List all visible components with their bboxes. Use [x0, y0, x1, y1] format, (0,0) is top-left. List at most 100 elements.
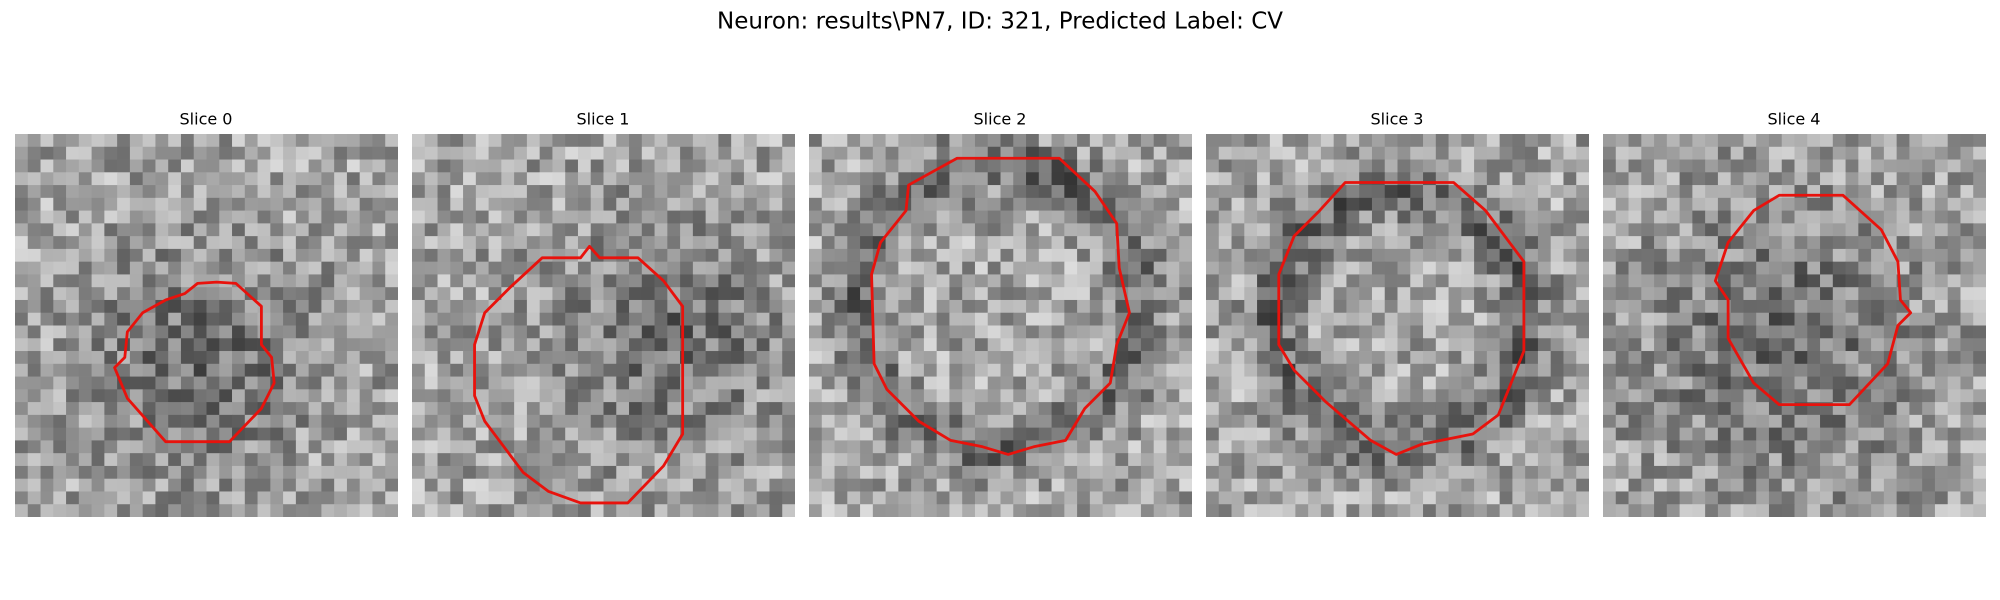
pixel — [1371, 236, 1386, 250]
pixel — [1883, 287, 1898, 301]
pixel — [577, 491, 592, 505]
pixel — [1537, 159, 1552, 173]
pixel — [1563, 185, 1577, 199]
pixel — [488, 236, 502, 250]
pixel — [78, 351, 92, 365]
pixel — [809, 325, 823, 339]
pixel — [769, 134, 783, 148]
pixel — [1013, 465, 1027, 480]
pixel — [104, 197, 118, 211]
pixel — [117, 287, 131, 301]
pixel — [1563, 312, 1577, 326]
pixel — [424, 159, 438, 173]
pixel — [1308, 465, 1322, 480]
pixel — [385, 287, 398, 301]
pixel — [385, 236, 398, 250]
pixel — [1371, 210, 1386, 224]
pixel — [283, 172, 297, 186]
pixel — [1525, 172, 1539, 186]
pixel — [412, 236, 426, 250]
pixel — [654, 261, 668, 275]
pixel — [1295, 414, 1309, 429]
pixel — [1615, 338, 1629, 352]
pixel — [1179, 185, 1192, 199]
pixel — [53, 185, 67, 199]
pixel — [91, 389, 105, 403]
pixel — [1654, 465, 1668, 480]
pixel — [1026, 248, 1040, 263]
pixel — [1934, 325, 1949, 339]
pixel — [1461, 223, 1475, 237]
pixel — [603, 261, 617, 275]
pixel — [1000, 274, 1014, 288]
pixel — [590, 312, 604, 326]
pixel — [1743, 261, 1757, 275]
pixel — [1820, 338, 1834, 352]
pixel — [346, 389, 361, 403]
pixel — [104, 210, 118, 224]
pixel — [1576, 261, 1589, 275]
pixel — [1705, 299, 1719, 314]
pixel — [860, 134, 874, 148]
pixel — [1730, 376, 1744, 390]
pixel — [1922, 274, 1936, 288]
pixel — [603, 287, 617, 301]
pixel — [463, 338, 477, 352]
pixel — [743, 363, 758, 377]
pixel — [168, 389, 182, 403]
pixel — [1615, 440, 1629, 454]
pixel — [66, 453, 80, 467]
pixel — [142, 453, 156, 467]
pixel — [1550, 491, 1564, 505]
pixel — [15, 414, 29, 429]
pixel — [769, 465, 783, 480]
pixel — [1717, 389, 1732, 403]
pixel — [590, 197, 604, 211]
pixel — [1628, 478, 1642, 492]
pixel — [949, 376, 963, 390]
pixel — [1550, 236, 1564, 250]
pixel — [782, 402, 795, 416]
pixel — [270, 210, 284, 224]
pixel — [1410, 478, 1424, 492]
pixel — [53, 325, 67, 339]
pixel — [283, 248, 297, 263]
pixel — [565, 287, 579, 301]
pixel — [412, 172, 426, 186]
pixel — [1474, 210, 1488, 224]
pixel — [450, 491, 464, 505]
pixel — [308, 274, 322, 288]
pixel — [1064, 325, 1078, 339]
pixel — [1346, 427, 1360, 441]
pixel — [257, 491, 271, 505]
pixel — [1730, 274, 1744, 288]
pixel — [1064, 465, 1078, 480]
pixel — [295, 376, 310, 390]
pixel — [437, 402, 451, 416]
pixel — [1781, 299, 1795, 314]
pixel — [1448, 491, 1462, 505]
pixel — [40, 261, 54, 275]
pixel — [962, 465, 976, 480]
pixel — [1576, 389, 1589, 403]
pixel — [244, 312, 258, 326]
pixel — [1308, 478, 1322, 492]
pixel — [1423, 504, 1437, 517]
pixel — [78, 159, 92, 173]
pixel — [1295, 453, 1309, 467]
pixel — [1026, 197, 1040, 211]
pixel — [1000, 248, 1014, 263]
pixel — [872, 427, 886, 441]
pixel — [1743, 248, 1757, 263]
pixel — [654, 223, 668, 237]
pixel — [1756, 478, 1770, 492]
pixel — [1871, 427, 1885, 441]
pixel — [424, 274, 438, 288]
pixel — [769, 261, 783, 275]
pixel — [1077, 197, 1091, 211]
pixel — [1448, 236, 1462, 250]
pixel — [257, 440, 271, 454]
pixel — [743, 261, 758, 275]
pixel — [834, 146, 848, 160]
pixel — [334, 287, 348, 301]
